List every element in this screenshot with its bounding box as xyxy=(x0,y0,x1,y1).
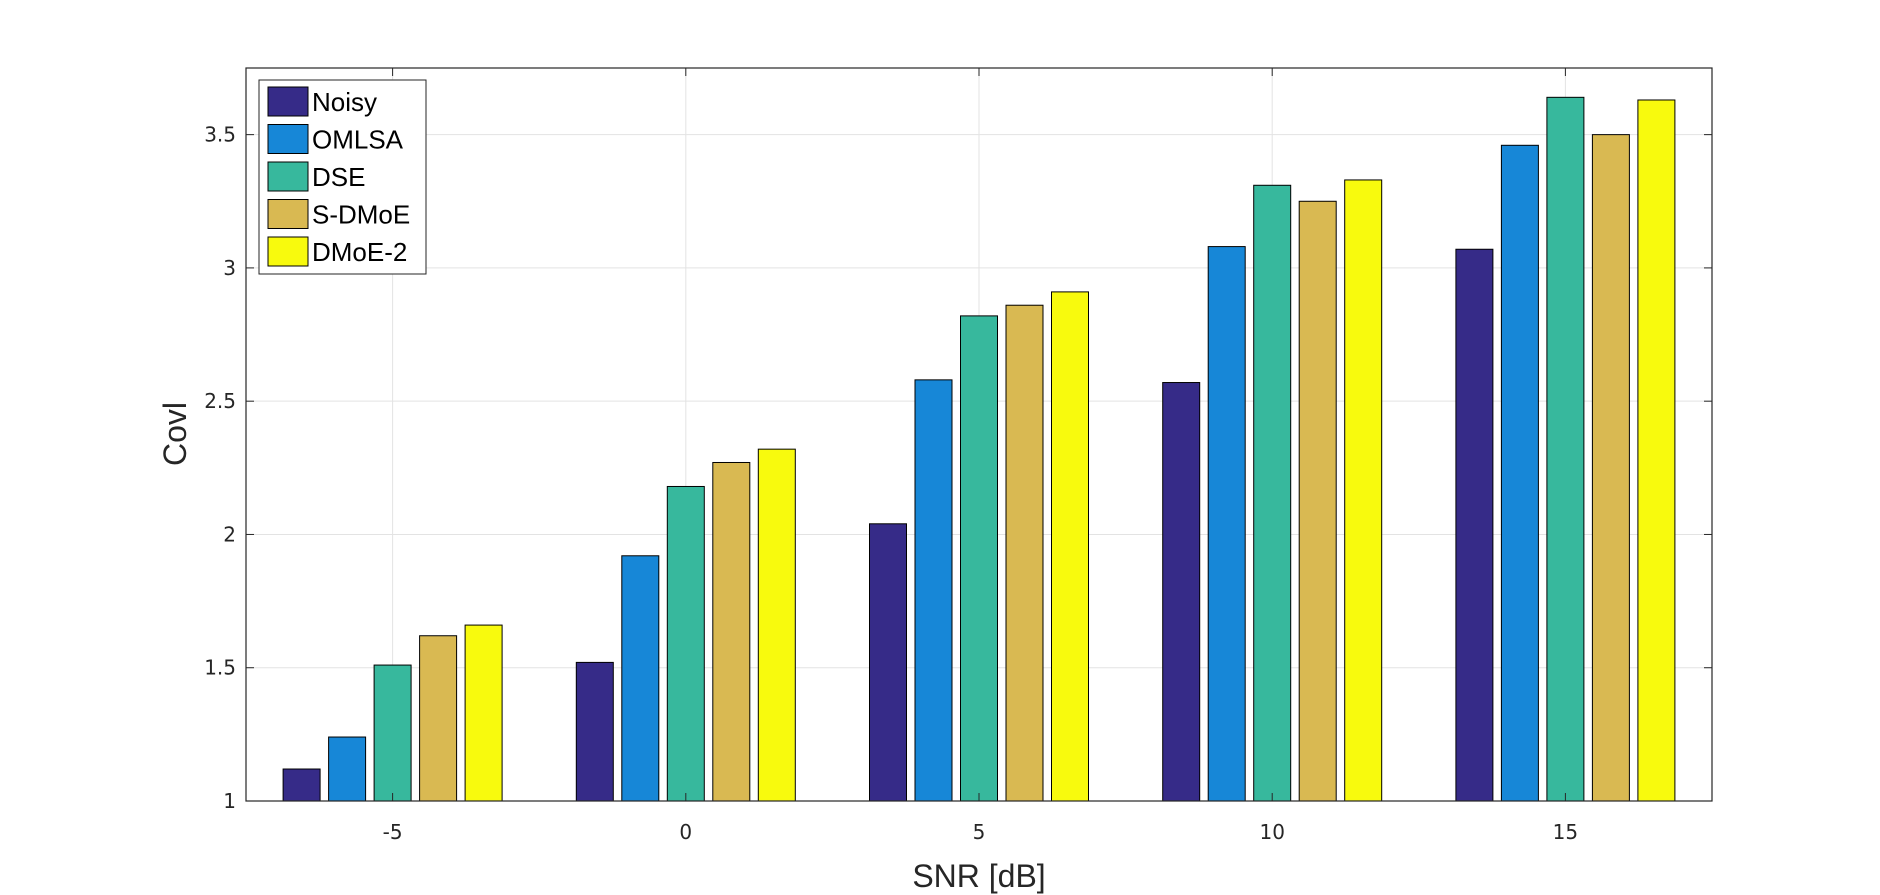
bar-omlsa-snr-neg5 xyxy=(328,736,367,802)
y-tick-label: 1.5 xyxy=(204,656,236,680)
legend-label: DSE xyxy=(312,162,365,192)
bar-dse-snr-0 xyxy=(666,485,705,802)
y-tick-label: 2 xyxy=(223,522,236,546)
bar-omlsa-snr-15 xyxy=(1500,144,1539,802)
bar-dmoe-2-snr-0 xyxy=(757,448,796,802)
bar-dse-snr-15 xyxy=(1546,96,1585,802)
bar-omlsa-snr-0 xyxy=(621,555,660,802)
bar-dmoe-2-snr-10 xyxy=(1344,179,1383,802)
bar-dmoe-2-snr-15 xyxy=(1637,99,1676,802)
bar-omlsa-snr-5 xyxy=(914,379,953,802)
bar-s-dmoe-snr-neg5 xyxy=(419,635,458,802)
bars xyxy=(282,96,1676,802)
bar-dse-snr-5 xyxy=(960,315,998,802)
x-tick-label: 5 xyxy=(973,820,986,844)
bar-noisy-snr-10 xyxy=(1162,382,1201,802)
bar-s-dmoe-snr-5 xyxy=(1005,304,1044,802)
bar-noisy-snr-15 xyxy=(1455,248,1494,802)
bar-s-dmoe-snr-0 xyxy=(712,461,751,802)
x-tick-label: 10 xyxy=(1259,820,1284,844)
bar-noisy-snr-neg5 xyxy=(282,768,321,802)
bar-omlsa-snr-10 xyxy=(1207,246,1246,802)
bar-dse-snr-neg5 xyxy=(373,664,412,802)
legend-label: OMLSA xyxy=(312,125,404,155)
x-tick-label: 0 xyxy=(679,820,692,844)
legend-swatch xyxy=(267,236,309,267)
x-tick-label: -5 xyxy=(383,820,403,844)
axis-ticks: -5 0 5 10 15 1 1.5 2 2.5 3 3.5 xyxy=(204,68,1712,844)
y-tick-label: 3.5 xyxy=(204,123,236,147)
legend: Noisy OMLSA DSE S-DMoE DMoE-2 xyxy=(258,79,427,275)
legend-label: S-DMoE xyxy=(312,200,410,230)
bar-noisy-snr-0 xyxy=(575,661,614,802)
bar-dmoe-2-snr-neg5 xyxy=(464,624,503,802)
legend-swatch xyxy=(267,124,309,154)
legend-swatch xyxy=(267,86,309,117)
y-tick-label: 3 xyxy=(223,256,236,280)
y-tick-label: 2.5 xyxy=(204,389,236,413)
legend-label: DMoE-2 xyxy=(312,237,407,267)
bar-dse-snr-10 xyxy=(1253,184,1292,802)
bar-s-dmoe-snr-15 xyxy=(1591,134,1630,802)
bar-dmoe-2-snr-5 xyxy=(1051,291,1089,802)
bar-s-dmoe-snr-10 xyxy=(1298,200,1337,802)
legend-label: Noisy xyxy=(312,87,377,117)
legend-swatch xyxy=(267,199,309,229)
y-tick-label: 1 xyxy=(223,789,236,813)
legend-swatch xyxy=(267,161,309,192)
bar-noisy-snr-5 xyxy=(869,523,907,802)
y-axis-label: Covl xyxy=(157,402,193,466)
x-tick-label: 15 xyxy=(1553,820,1578,844)
x-axis-label: SNR [dB] xyxy=(912,858,1045,894)
